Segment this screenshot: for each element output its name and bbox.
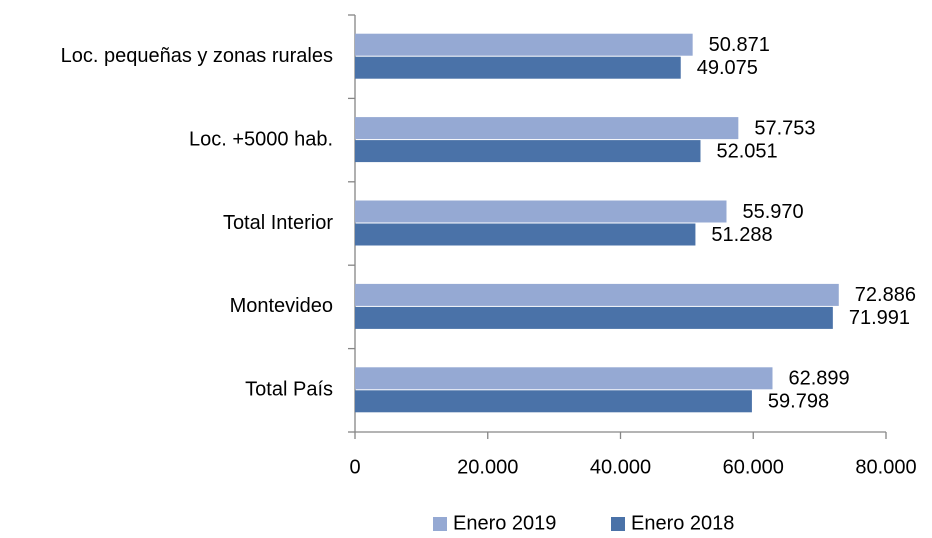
value-label: 71.991: [849, 307, 910, 329]
value-label: 49.075: [697, 57, 758, 79]
bar: [355, 306, 833, 329]
bar: [355, 117, 739, 140]
y-tick-label: Loc. +5000 hab.: [189, 128, 333, 150]
value-label: 51.288: [711, 224, 772, 246]
bar: [355, 390, 752, 413]
x-tick-label: 80.000: [855, 456, 916, 478]
legend-swatch: [611, 517, 625, 531]
bar: [355, 200, 727, 223]
bar: [355, 223, 696, 246]
bar: [355, 283, 839, 306]
x-tick-label: 20.000: [457, 456, 518, 478]
value-label: 59.798: [768, 391, 829, 413]
value-label: 62.899: [788, 368, 849, 390]
y-tick-label: Total Interior: [223, 212, 333, 234]
y-tick-label: Total País: [245, 379, 333, 401]
bar: [355, 140, 701, 163]
x-tick-label: 60.000: [723, 456, 784, 478]
bar: [355, 367, 773, 390]
value-label: 50.871: [709, 34, 770, 56]
legend-swatch: [433, 517, 447, 531]
legend-label: Enero 2019: [453, 512, 556, 533]
bar: [355, 56, 681, 79]
value-label: 57.753: [754, 117, 815, 139]
y-tick-label: Montevideo: [230, 295, 333, 317]
y-tick-label: Loc. pequeñas y zonas rurales: [61, 45, 333, 67]
value-label: 72.886: [855, 284, 916, 306]
value-label: 55.970: [743, 201, 804, 223]
x-tick-label: 40.000: [590, 456, 651, 478]
legend-label: Enero 2018: [631, 512, 734, 533]
bar: [355, 33, 693, 56]
value-label: 52.051: [716, 140, 777, 162]
x-tick-label: 0: [349, 456, 360, 478]
